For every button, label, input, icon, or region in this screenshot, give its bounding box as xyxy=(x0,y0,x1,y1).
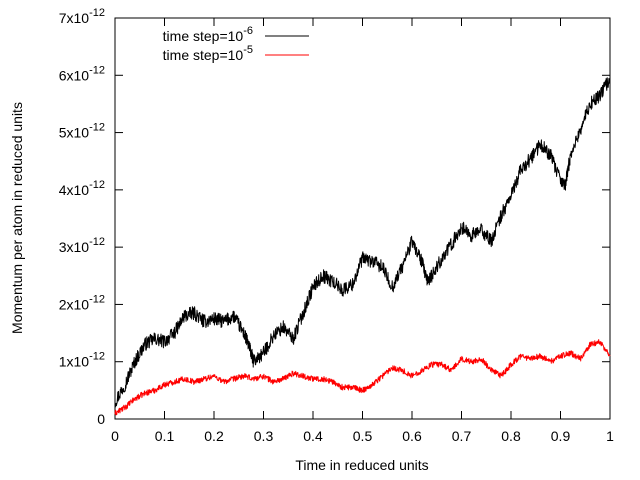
y-tick-label-exponent: -12 xyxy=(89,7,105,19)
y-tick-label: 6x10-12 xyxy=(59,64,105,83)
x-tick-label: 0.9 xyxy=(551,428,571,444)
y-tick-label-base: 3x10 xyxy=(59,239,90,255)
y-axis-label: Momentum per atom in reduced units xyxy=(9,102,25,334)
legend-label-base: time step=10 xyxy=(163,28,244,44)
y-tick-label-base: 7x10 xyxy=(59,10,90,26)
y-tick-label: 2x10-12 xyxy=(59,293,105,312)
y-tick-label-exponent: -12 xyxy=(89,64,105,76)
x-tick-label: 0.8 xyxy=(501,428,521,444)
x-tick-label: 0 xyxy=(111,428,119,444)
x-axis-label: Time in reduced units xyxy=(295,457,428,473)
y-tick-label-exponent: -12 xyxy=(89,122,105,134)
series-group xyxy=(114,77,611,416)
y-tick-label-exponent: -12 xyxy=(89,179,105,191)
series-line xyxy=(114,77,611,408)
y-tick-label-base: 1x10 xyxy=(59,354,90,370)
legend-label-base: time step=10 xyxy=(163,47,244,63)
y-tick-label-base: 6x10 xyxy=(59,67,90,83)
x-tick-label: 0.7 xyxy=(452,428,472,444)
x-tick-label: 0.2 xyxy=(204,428,224,444)
y-tick-label-base: 4x10 xyxy=(59,182,90,198)
tick-labels: 0 0.1 0.2 0.3 0.4 0.5 0.6 0.7 0.8 0.9 101x10-122x1… xyxy=(59,7,614,444)
y-tick-label-exponent: -12 xyxy=(89,236,105,248)
axis-ticks xyxy=(114,17,611,420)
x-tick-label: 0.4 xyxy=(303,428,323,444)
x-tick-label: 0.1 xyxy=(155,428,175,444)
y-tick-label-base: 0 xyxy=(97,411,105,427)
x-tick-label: 1 xyxy=(606,428,614,444)
y-tick-label: 0 xyxy=(97,411,105,427)
legend-entry-label: time step=10-6 xyxy=(163,25,253,44)
series-line xyxy=(114,339,611,416)
y-tick-label-base: 5x10 xyxy=(59,125,90,141)
legend-label-exponent: -5 xyxy=(243,44,253,56)
y-tick-label: 5x10-12 xyxy=(59,122,105,141)
y-tick-label: 1x10-12 xyxy=(59,351,105,370)
legend-entry-label: time step=10-5 xyxy=(163,44,253,63)
y-tick-label: 7x10-12 xyxy=(59,7,105,26)
y-tick-label: 4x10-12 xyxy=(59,179,105,198)
legend-label-exponent: -6 xyxy=(243,25,253,37)
x-tick-label: 0.3 xyxy=(254,428,274,444)
x-tick-label: 0.6 xyxy=(402,428,422,444)
y-tick-label-exponent: -12 xyxy=(89,293,105,305)
y-tick-label-base: 2x10 xyxy=(59,296,90,312)
y-tick-label: 3x10-12 xyxy=(59,236,105,255)
x-tick-label: 0.5 xyxy=(353,428,373,444)
y-tick-label-exponent: -12 xyxy=(89,351,105,363)
